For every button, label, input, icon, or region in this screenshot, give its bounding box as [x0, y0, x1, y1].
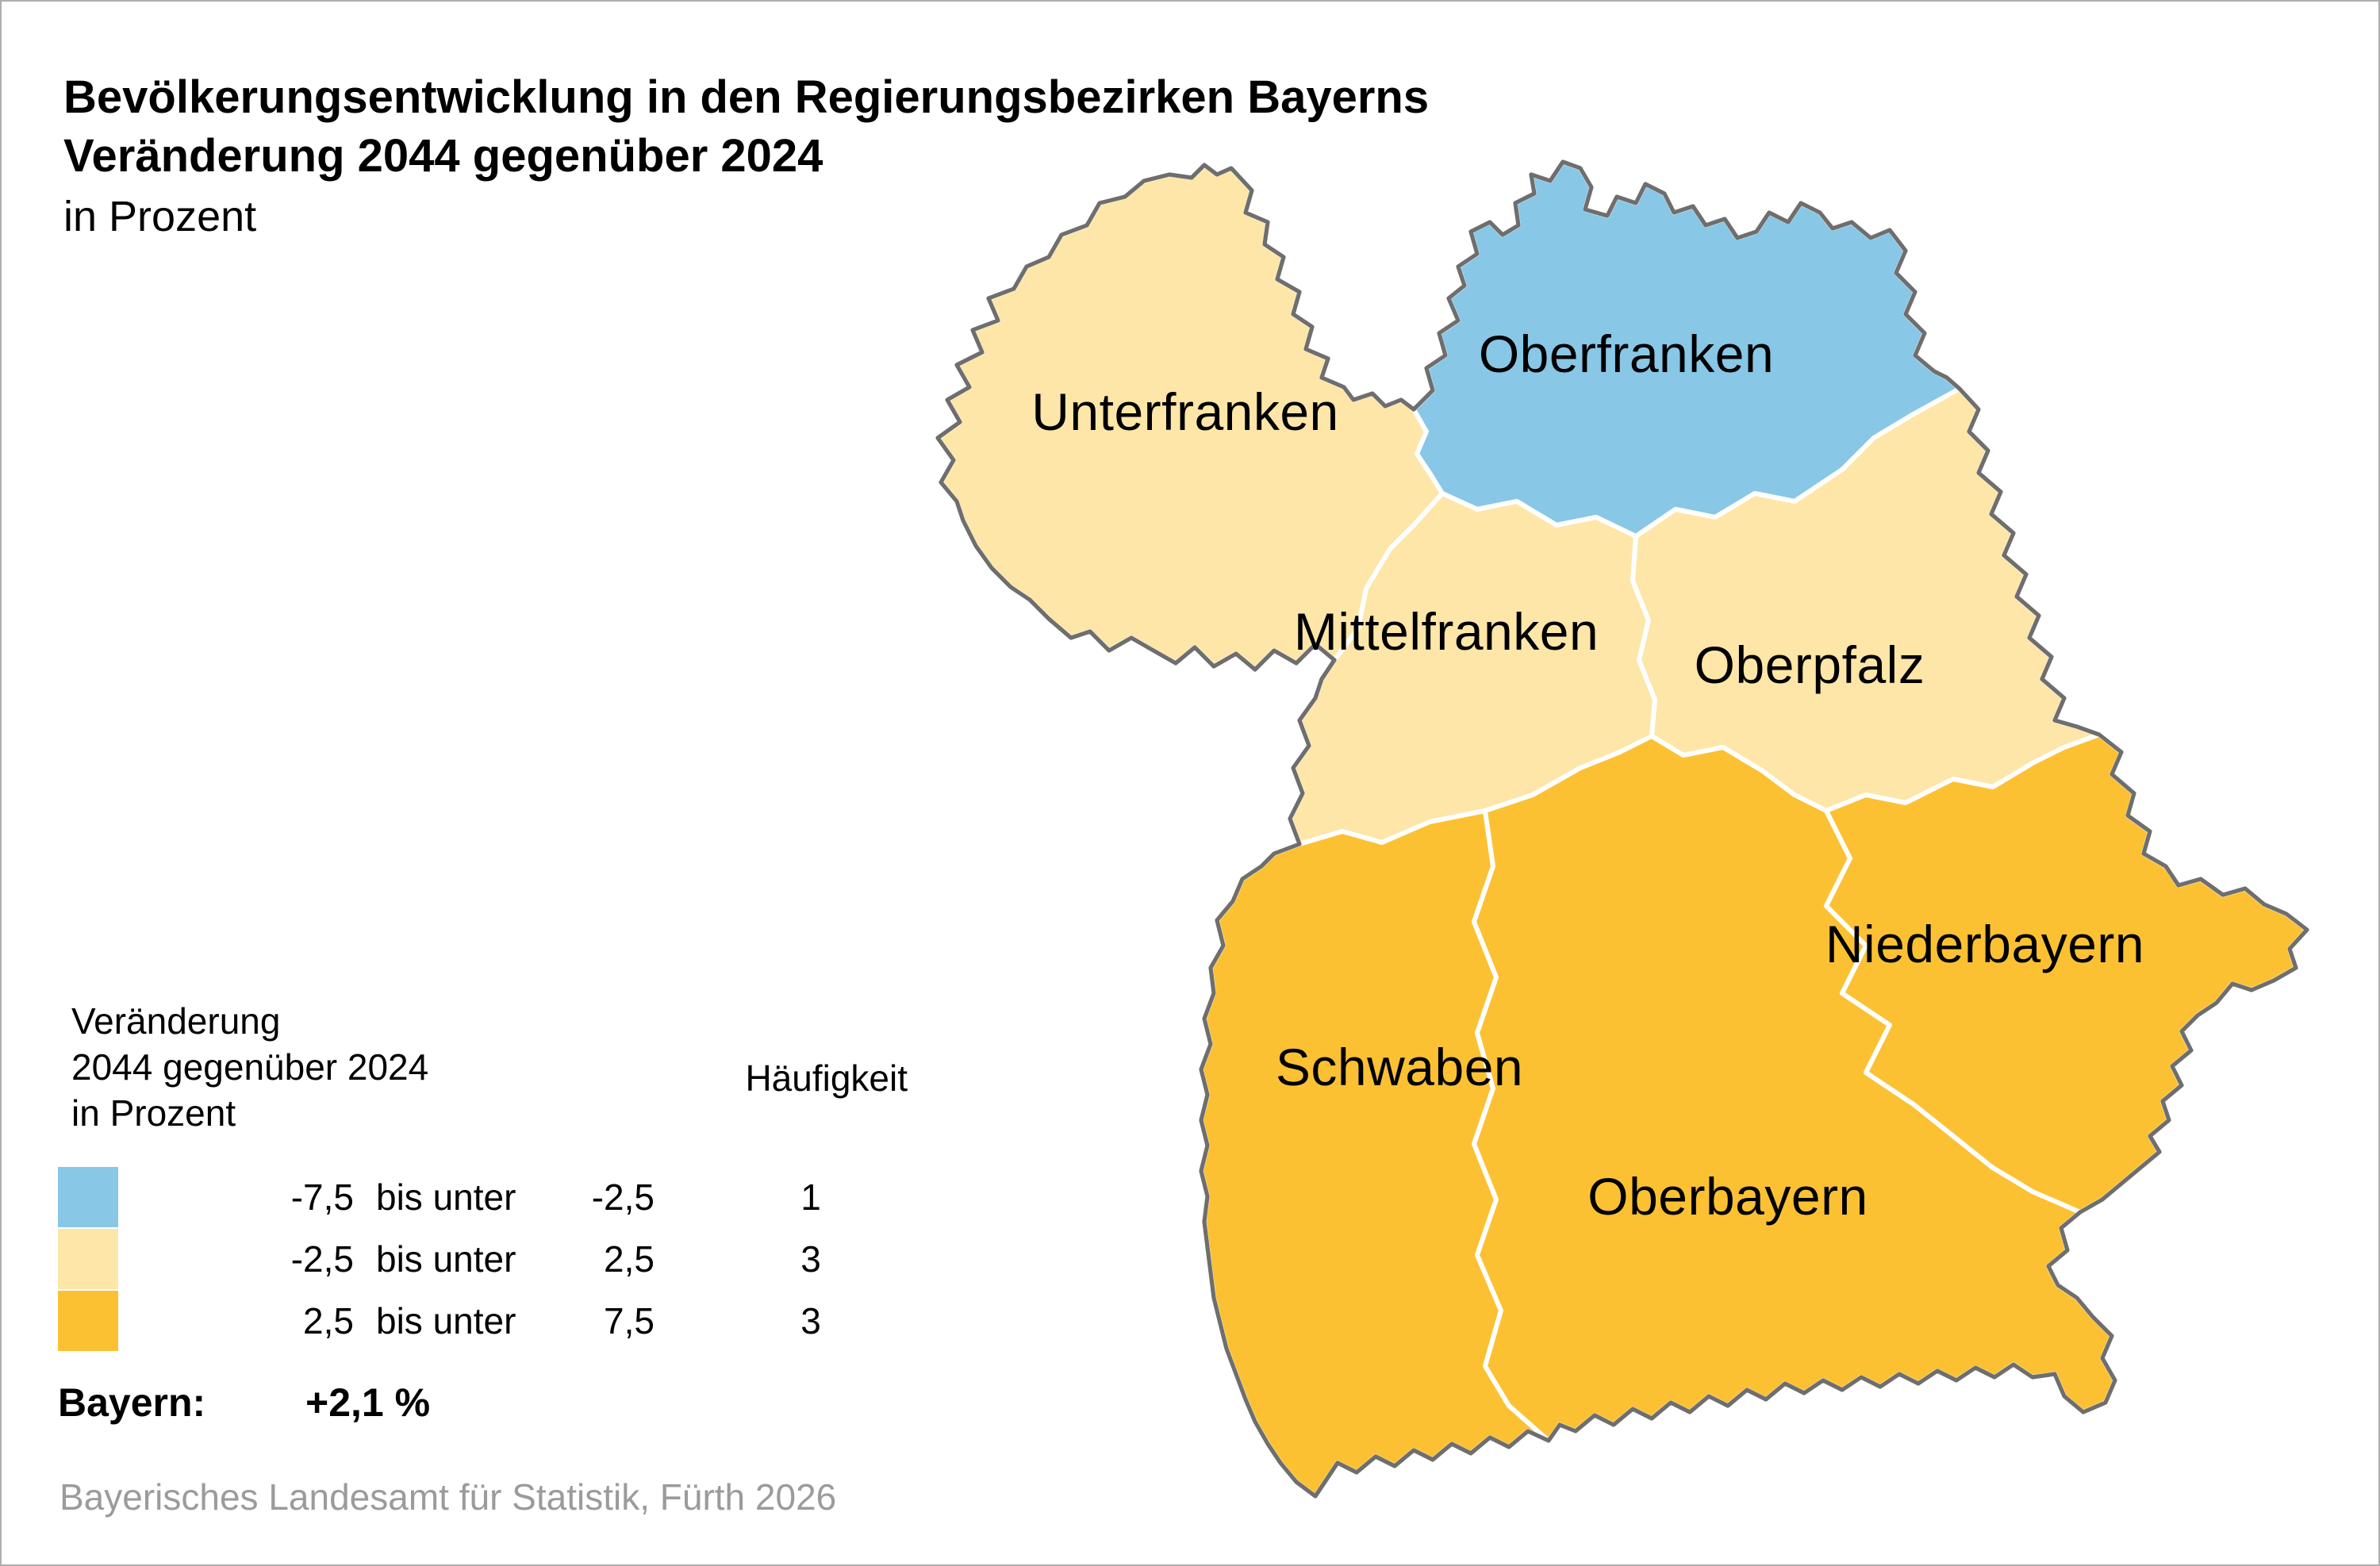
page-title-line2: Veränderung 2044 gegenüber 2024 — [63, 130, 823, 182]
bayern-summary-label: Bayern: — [58, 1380, 206, 1425]
legend-swatch-neutral — [58, 1229, 118, 1289]
legend-heading-line2: 2044 gegenüber 2024 — [71, 1046, 429, 1088]
title-block: Bevölkerungsentwicklung in den Regierung… — [63, 68, 1429, 248]
region-label-oberfranken: Oberfranken — [1478, 324, 1775, 383]
legend-range-to: -2,5 — [591, 1176, 654, 1218]
bayern-summary: Bayern: +2,1 % — [2, 1380, 874, 1425]
legend-frequency-value: 3 — [800, 1238, 821, 1280]
legend-heading-line3: in Prozent — [71, 1092, 236, 1134]
source-attribution: Bayerisches Landesamt für Statistik, Für… — [60, 1476, 837, 1518]
legend-heading-line1: Veränderung — [71, 1000, 281, 1042]
page-title-line3: in Prozent — [63, 193, 257, 240]
legend-range-to: 2,5 — [604, 1238, 654, 1280]
region-label-unterfranken: Unterfranken — [1031, 382, 1339, 441]
region-label-mittelfranken: Mittelfranken — [1293, 602, 1599, 661]
legend-row-negative: -7,5 bis unter -2,5 1 — [58, 1167, 931, 1227]
region-label-oberbayern: Oberbayern — [1587, 1167, 1868, 1226]
legend-range-to: 7,5 — [604, 1300, 654, 1341]
legend-frequency-header: Häufigkeit — [745, 1057, 908, 1099]
legend-row-neutral: -2,5 bis unter 2,5 3 — [58, 1229, 931, 1289]
region-label-niederbayern: Niederbayern — [1825, 915, 2145, 973]
legend-heading: Veränderung 2044 gegenüber 2024 in Proze… — [71, 998, 428, 1136]
bavaria-outline — [935, 159, 2309, 1499]
legend-swatch-positive — [58, 1291, 118, 1351]
legend-swatch-negative — [58, 1167, 118, 1227]
legend-row-positive: 2,5 bis unter 7,5 3 — [58, 1291, 931, 1351]
page-title-line1: Bevölkerungsentwicklung in den Regierung… — [63, 71, 1430, 123]
legend-range-from: -7,5 — [290, 1176, 354, 1218]
legend-range-from: -2,5 — [290, 1238, 354, 1280]
legend-range-connector: bis unter — [376, 1238, 516, 1280]
bayern-summary-value: +2,1 % — [305, 1380, 431, 1425]
region-label-oberpfalz: Oberpfalz — [1694, 635, 1925, 694]
map-regions — [935, 159, 2309, 1499]
legend-frequency-value: 1 — [800, 1176, 821, 1218]
legend-range-connector: bis unter — [376, 1176, 516, 1218]
legend-range-connector: bis unter — [376, 1300, 516, 1341]
legend-frequency-value: 3 — [800, 1300, 821, 1341]
legend-range-from: 2,5 — [303, 1300, 354, 1341]
region-label-schwaben: Schwaben — [1275, 1038, 1524, 1096]
bavaria-map — [935, 159, 2309, 1499]
